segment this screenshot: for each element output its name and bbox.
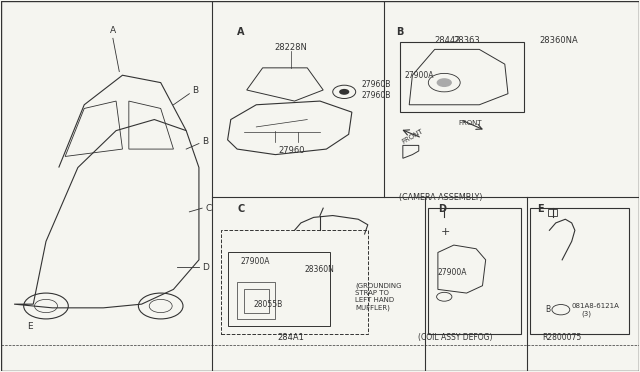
Text: 28055B: 28055B bbox=[253, 300, 282, 309]
Circle shape bbox=[339, 89, 349, 95]
Text: E: E bbox=[537, 205, 543, 215]
Text: 27900A: 27900A bbox=[438, 268, 467, 277]
Text: 28360NA: 28360NA bbox=[540, 36, 579, 45]
Text: C: C bbox=[237, 205, 244, 215]
Text: LEFT HAND: LEFT HAND bbox=[355, 298, 394, 304]
Text: B: B bbox=[202, 137, 208, 146]
Text: D: D bbox=[202, 263, 209, 272]
Bar bbox=[244, 289, 269, 313]
Text: FRONT: FRONT bbox=[401, 128, 424, 145]
Text: B: B bbox=[193, 86, 198, 94]
Text: 27960: 27960 bbox=[278, 147, 305, 155]
Bar bbox=[531, 208, 629, 334]
Text: B: B bbox=[545, 305, 550, 314]
Text: R2800075: R2800075 bbox=[543, 333, 582, 342]
Text: A: A bbox=[237, 27, 244, 37]
Text: 081A8-6121A: 081A8-6121A bbox=[572, 303, 620, 309]
Text: (3): (3) bbox=[581, 310, 591, 317]
Bar bbox=[548, 209, 557, 215]
Bar bbox=[428, 208, 521, 334]
Text: D: D bbox=[438, 205, 446, 215]
Text: 27900A: 27900A bbox=[404, 71, 433, 80]
Text: 27960B: 27960B bbox=[362, 91, 391, 100]
Bar bbox=[228, 253, 330, 326]
Text: (CAMERA ASSEMBLY): (CAMERA ASSEMBLY) bbox=[399, 193, 483, 202]
Text: B: B bbox=[396, 27, 404, 37]
Text: 27960B: 27960B bbox=[362, 80, 391, 89]
Text: (COIL ASSY DEFOG): (COIL ASSY DEFOG) bbox=[418, 333, 492, 342]
Text: 28228N: 28228N bbox=[275, 43, 308, 52]
Text: 28363: 28363 bbox=[453, 36, 480, 45]
Text: 28360N: 28360N bbox=[304, 264, 334, 273]
Bar bbox=[399, 42, 524, 112]
Text: A: A bbox=[110, 26, 116, 35]
Text: +: + bbox=[441, 227, 451, 237]
Text: E: E bbox=[27, 322, 33, 331]
Text: 27900A: 27900A bbox=[241, 257, 270, 266]
Text: FRONT: FRONT bbox=[458, 120, 481, 126]
Text: (GROUNDING: (GROUNDING bbox=[355, 282, 401, 289]
Bar bbox=[221, 230, 368, 334]
Text: 284A1: 284A1 bbox=[278, 333, 305, 342]
Text: MUFFLER): MUFFLER) bbox=[355, 305, 390, 311]
Bar bbox=[237, 282, 275, 319]
Text: 28442: 28442 bbox=[435, 36, 461, 45]
Text: C: C bbox=[205, 203, 212, 213]
Text: STRAP TO: STRAP TO bbox=[355, 290, 389, 296]
Circle shape bbox=[436, 78, 452, 87]
